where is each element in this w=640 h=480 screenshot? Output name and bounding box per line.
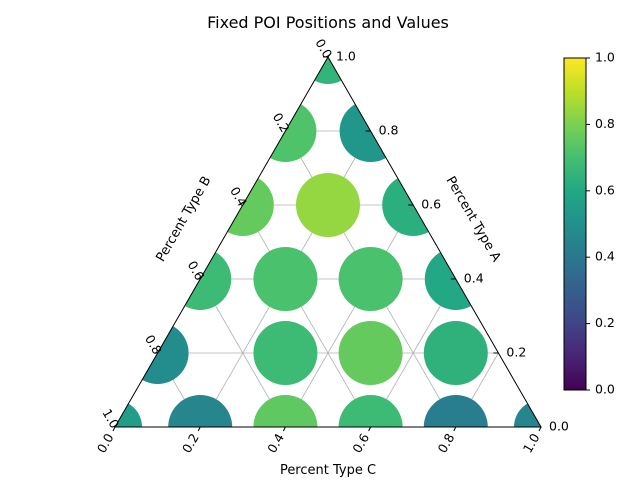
tick-mark (453, 426, 457, 432)
tick-mark (282, 426, 286, 432)
data-point (423, 395, 488, 427)
tick-mark (199, 274, 204, 280)
axis-label-c: Percent Type C (280, 463, 376, 478)
data-point (423, 321, 488, 385)
tick-label-c: 0.8 (434, 431, 457, 456)
tick-label-c: 0.2 (179, 431, 202, 456)
axis-label-a: Percent Type A (443, 174, 504, 265)
tick-label-a: 0.4 (464, 271, 484, 286)
tick-label-a: 0.8 (379, 123, 399, 138)
colorbar-tick-label: 0.0 (595, 382, 615, 397)
colorbar-gradient (563, 57, 587, 391)
grid-line (242, 204, 371, 427)
data-point (296, 173, 360, 237)
tick-label-c: 0.6 (349, 431, 372, 456)
axis-label-b: Percent Type B (153, 174, 214, 265)
colorbar-tick-label: 0.6 (595, 182, 615, 197)
tick-mark (538, 426, 542, 432)
data-point (115, 400, 142, 427)
tick-label-a: 0.2 (506, 345, 526, 360)
grid-line (285, 204, 414, 427)
data-point (514, 400, 541, 427)
data-point (253, 247, 318, 311)
data-point (253, 321, 318, 385)
colorbar-tick-label: 0.8 (595, 116, 615, 131)
data-point (253, 395, 318, 427)
tick-mark (242, 200, 247, 206)
triangle-frame (114, 55, 542, 428)
colorbar: 0.0 0.2 0.4 0.6 0.8 1.0 (563, 50, 615, 397)
tick-mark (368, 426, 372, 432)
data-point (338, 321, 403, 385)
tick-label-c: 1.0 (520, 431, 543, 456)
tick-label-a: 0.0 (549, 419, 569, 434)
chart-title: Fixed POI Positions and Values (207, 13, 449, 32)
colorbar-tick-label: 0.4 (595, 249, 615, 264)
tick-label-b: 0.0 (312, 36, 335, 61)
tick-label-a: 0.6 (421, 197, 441, 212)
tick-label-a: 1.0 (336, 49, 356, 64)
tick-mark (114, 422, 119, 428)
tick-mark (157, 348, 162, 354)
tick-mark (112, 426, 116, 432)
tick-mark (197, 426, 201, 432)
tick-mark (284, 126, 289, 132)
tick-label-c: 0.0 (94, 431, 117, 456)
data-point (338, 247, 403, 311)
data-point (338, 395, 403, 427)
colorbar-tick-label: 0.2 (595, 315, 615, 330)
tick-mark (327, 52, 332, 58)
colorbar-ticks: 0.0 0.2 0.4 0.6 0.8 1.0 (586, 50, 615, 397)
colorbar-tick-label: 1.0 (595, 50, 615, 65)
data-point (168, 395, 233, 427)
tick-label-c: 0.4 (264, 431, 287, 456)
